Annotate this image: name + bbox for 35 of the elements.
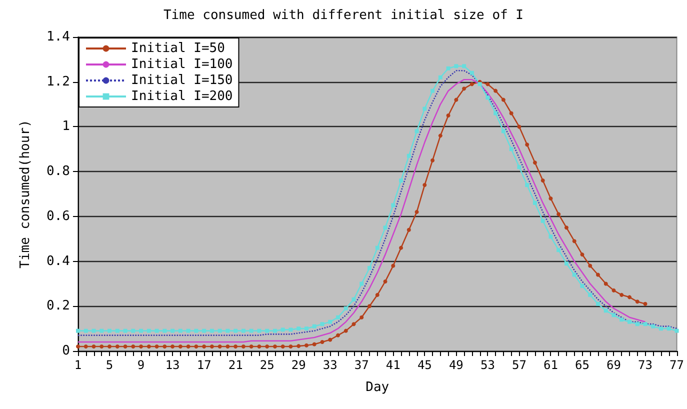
legend-label: Initial I=200: [131, 89, 233, 104]
x-tick-label: 65: [575, 358, 590, 372]
x-tick-label: 17: [196, 358, 212, 372]
y-tick-label: 0.2: [46, 298, 70, 314]
x-tick-label: 37: [354, 358, 369, 372]
x-tick-label: 73: [638, 358, 652, 372]
y-tick-label: 1.2: [46, 74, 70, 90]
x-axis-title: Day: [366, 380, 390, 395]
x-tick-label: 77: [670, 358, 684, 372]
x-tick-label: 9: [137, 358, 145, 372]
x-tick-label: 1: [74, 358, 82, 372]
x-tick-label: 5: [106, 358, 114, 372]
x-tick-label: 13: [165, 358, 180, 372]
x-tick-label: 25: [260, 358, 274, 372]
y-tick-label: 1: [62, 119, 70, 134]
legend-label: Initial I=50: [131, 41, 225, 56]
y-tick-label: 0.4: [46, 254, 70, 269]
x-tick-label: 57: [512, 358, 526, 372]
y-tick-label: 0: [62, 344, 70, 358]
y-tick-label: 0.6: [46, 208, 70, 224]
x-tick-label: 33: [322, 358, 338, 372]
x-tick-label: 45: [417, 358, 432, 372]
legend-label: Initial I=100: [131, 57, 233, 72]
y-tick-label: 1.4: [46, 30, 70, 44]
x-tick-label: 69: [606, 358, 621, 372]
x-tick-label: 21: [228, 358, 243, 372]
x-tick-label: 41: [386, 358, 400, 372]
y-tick-label: 0.8: [46, 164, 70, 180]
x-tick-label: 49: [448, 358, 464, 372]
x-tick-label: 61: [543, 358, 558, 372]
legend-label: Initial I=150: [131, 73, 233, 88]
y-axis-title: Time consumed(hour): [18, 120, 33, 268]
x-tick-label: 29: [291, 358, 306, 372]
x-tick-label: 53: [480, 358, 495, 372]
chart-title: Time consumed with different initial size of I: [163, 8, 524, 23]
